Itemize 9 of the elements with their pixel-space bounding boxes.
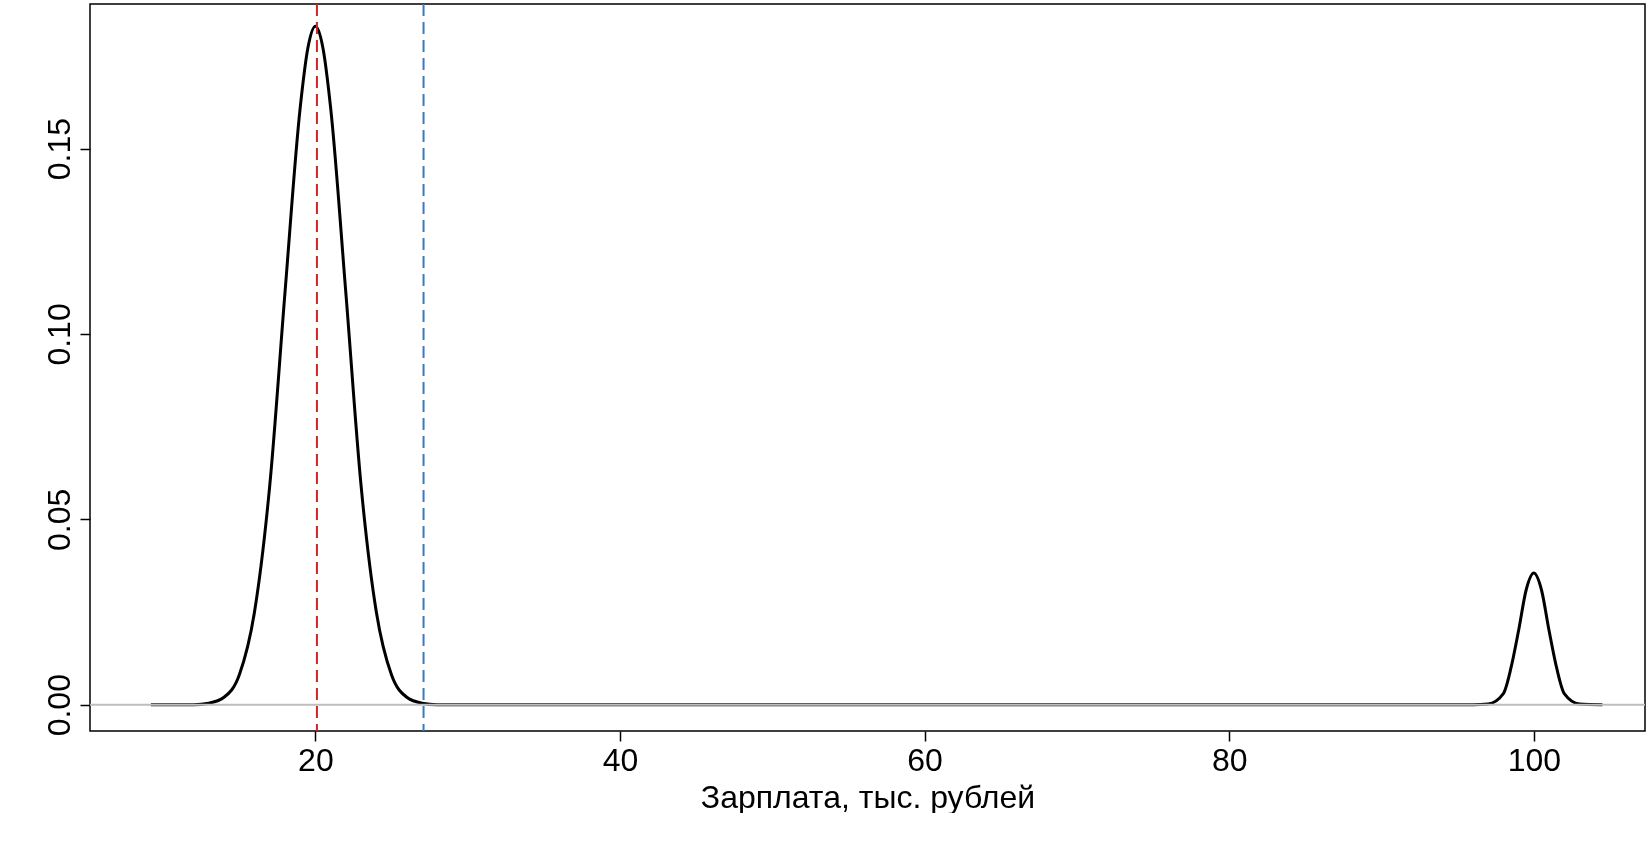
x-tick-label: 40 (602, 741, 639, 778)
x-tick-label: 20 (298, 741, 334, 778)
y-tick-label: 0.15 (40, 117, 77, 181)
y-tick-label: 0.05 (40, 488, 77, 551)
x-tick-label: 80 (1211, 741, 1248, 778)
x-tick-label: 100 (1507, 741, 1562, 778)
x-tick-label: 60 (907, 741, 943, 778)
y-tick-label: 0.10 (40, 303, 77, 366)
y-tick-label: 0.00 (40, 674, 77, 737)
